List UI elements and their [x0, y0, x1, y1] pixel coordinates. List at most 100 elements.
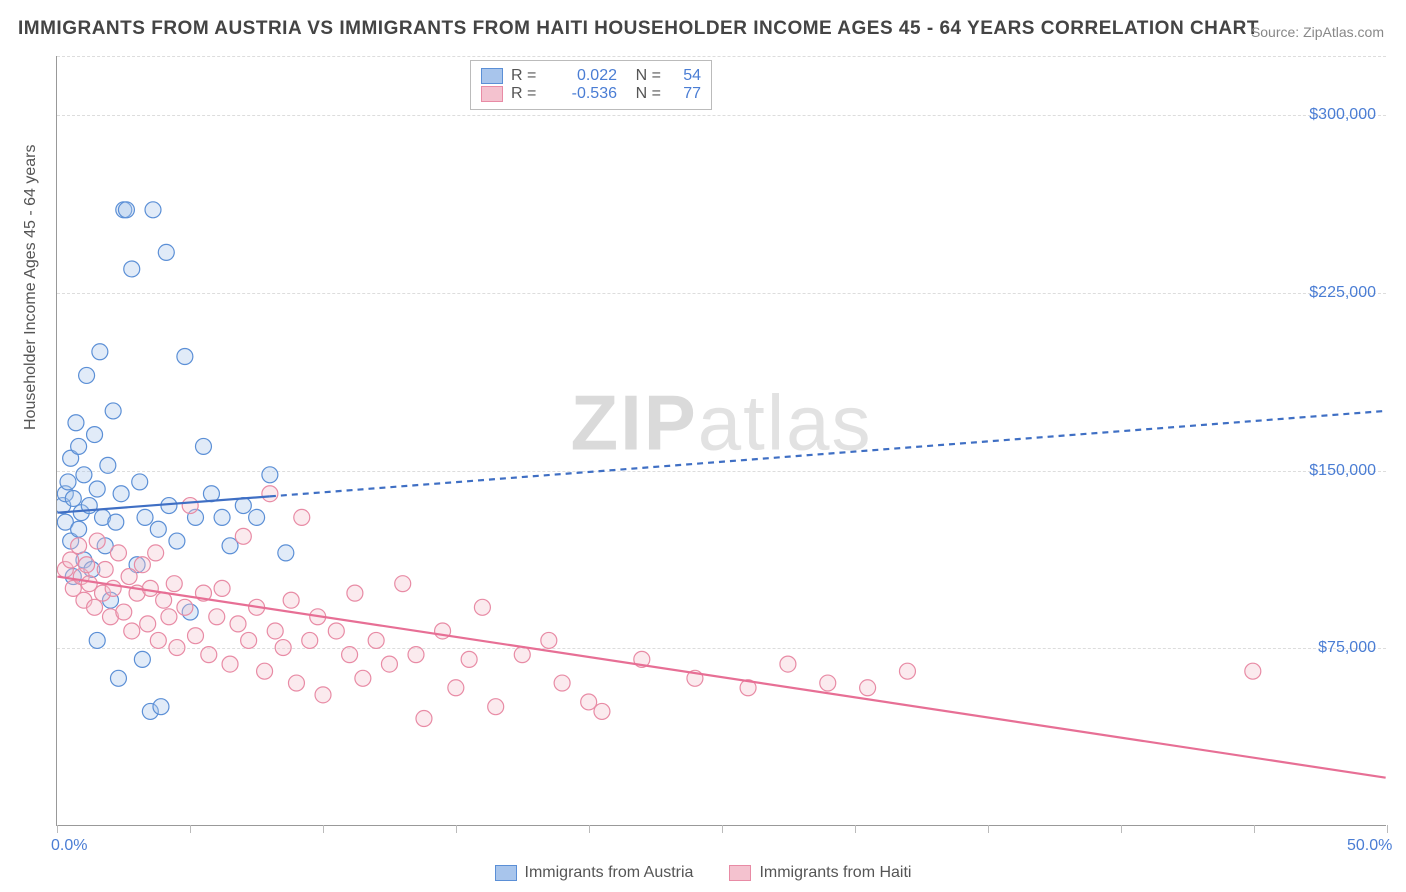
data-point — [267, 623, 283, 639]
data-point — [121, 569, 137, 585]
data-point — [201, 647, 217, 663]
data-point — [65, 490, 81, 506]
data-point — [262, 467, 278, 483]
data-point — [63, 552, 79, 568]
data-point — [158, 244, 174, 260]
n-value: 77 — [669, 85, 701, 103]
data-point — [60, 474, 76, 490]
data-point — [113, 486, 129, 502]
data-point — [368, 632, 384, 648]
data-point — [68, 415, 84, 431]
data-point — [148, 545, 164, 561]
data-point — [153, 699, 169, 715]
data-point — [71, 438, 87, 454]
legend-swatch — [481, 68, 503, 84]
x-tick — [323, 825, 324, 833]
data-point — [116, 604, 132, 620]
data-point — [395, 576, 411, 592]
scatter-svg — [57, 56, 1386, 825]
x-tick — [988, 825, 989, 833]
data-point — [166, 576, 182, 592]
data-point — [209, 609, 225, 625]
data-point — [448, 680, 464, 696]
data-point — [195, 438, 211, 454]
data-point — [76, 467, 92, 483]
legend-swatch — [481, 86, 503, 102]
data-point — [488, 699, 504, 715]
data-point — [1245, 663, 1261, 679]
data-point — [581, 694, 597, 710]
data-point — [89, 632, 105, 648]
data-point — [79, 557, 95, 573]
data-point — [302, 632, 318, 648]
x-tick-label: 50.0% — [1347, 837, 1392, 855]
data-point — [145, 202, 161, 218]
n-value: 54 — [669, 67, 701, 85]
data-point — [347, 585, 363, 601]
data-point — [257, 663, 273, 679]
data-point — [780, 656, 796, 672]
data-point — [81, 576, 97, 592]
data-point — [342, 647, 358, 663]
r-value: -0.536 — [547, 85, 617, 103]
plot-area: ZIPatlas $75,000$150,000$225,000$300,000… — [56, 56, 1386, 826]
legend-swatch — [729, 865, 751, 881]
x-tick — [456, 825, 457, 833]
data-point — [137, 509, 153, 525]
data-point — [182, 498, 198, 514]
data-point — [249, 509, 265, 525]
data-point — [169, 640, 185, 656]
data-point — [594, 703, 610, 719]
data-point — [124, 623, 140, 639]
data-point — [214, 580, 230, 596]
r-label: R = — [511, 67, 539, 85]
x-tick — [855, 825, 856, 833]
data-point — [169, 533, 185, 549]
data-point — [278, 545, 294, 561]
data-point — [161, 609, 177, 625]
data-point — [235, 528, 251, 544]
data-point — [71, 538, 87, 554]
trend-line-extrapolated — [270, 411, 1386, 496]
data-point — [541, 632, 557, 648]
data-point — [177, 599, 193, 615]
data-point — [294, 509, 310, 525]
data-point — [283, 592, 299, 608]
x-tick — [589, 825, 590, 833]
legend-row: R = 0.022 N = 54 — [481, 67, 701, 85]
y-axis-title: Householder Income Ages 45 - 64 years — [22, 145, 40, 431]
x-tick — [190, 825, 191, 833]
legend-label: Immigrants from Haiti — [759, 864, 911, 882]
data-point — [241, 632, 257, 648]
data-point — [203, 486, 219, 502]
data-point — [92, 344, 108, 360]
x-tick — [1121, 825, 1122, 833]
data-point — [118, 202, 134, 218]
source-label: Source: — [1251, 24, 1299, 40]
legend-item: Immigrants from Haiti — [729, 864, 911, 882]
data-point — [328, 623, 344, 639]
data-point — [150, 521, 166, 537]
data-point — [262, 486, 278, 502]
r-value: 0.022 — [547, 67, 617, 85]
x-tick — [1254, 825, 1255, 833]
n-label: N = — [625, 67, 661, 85]
data-point — [554, 675, 570, 691]
data-point — [230, 616, 246, 632]
data-point — [860, 680, 876, 696]
legend-item: Immigrants from Austria — [495, 864, 694, 882]
source-link[interactable]: ZipAtlas.com — [1303, 24, 1384, 40]
data-point — [87, 427, 103, 443]
data-point — [142, 580, 158, 596]
data-point — [89, 481, 105, 497]
data-point — [124, 261, 140, 277]
data-point — [100, 457, 116, 473]
data-point — [461, 651, 477, 667]
data-point — [820, 675, 836, 691]
chart-title: IMMIGRANTS FROM AUSTRIA VS IMMIGRANTS FR… — [18, 18, 1259, 40]
data-point — [89, 533, 105, 549]
x-tick — [722, 825, 723, 833]
data-point — [105, 403, 121, 419]
series-legend: Immigrants from Austria Immigrants from H… — [0, 864, 1406, 886]
data-point — [275, 640, 291, 656]
